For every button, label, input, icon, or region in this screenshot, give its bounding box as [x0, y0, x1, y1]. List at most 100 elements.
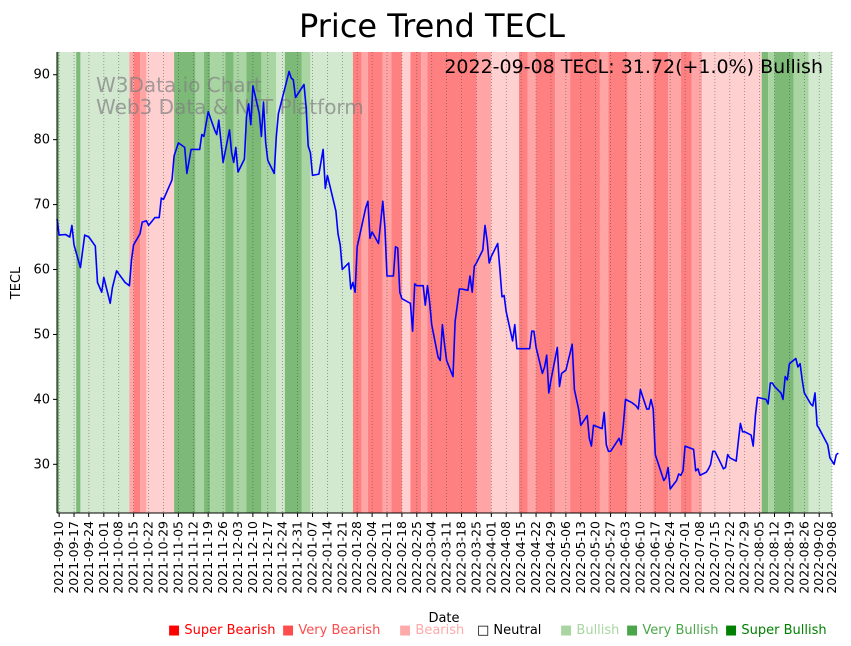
- x-tick-label: 2021-10-01: [96, 521, 111, 594]
- regime-band: [146, 52, 175, 513]
- legend-entry: ■ Bullish: [560, 623, 619, 638]
- x-tick-label: 2022-02-18: [394, 521, 409, 594]
- regime-band: [680, 52, 692, 513]
- x-tick-label: 2022-06-03: [617, 521, 632, 594]
- price-annotation: 2022-09-08 TECL: 31.72(+1.0%) Bullish: [444, 56, 823, 78]
- regime-band: [367, 52, 383, 513]
- regime-band: [261, 52, 277, 513]
- regime-band: [491, 52, 520, 513]
- regime-band: [608, 52, 628, 513]
- regime-band: [210, 52, 226, 513]
- regime-bands: [57, 52, 832, 513]
- x-tick-label: 2021-12-10: [245, 521, 260, 594]
- watermark-line-1: W3Data.io Chart: [96, 73, 262, 97]
- x-tick-label: 2022-04-15: [513, 521, 528, 594]
- regime-band: [76, 52, 81, 513]
- regime-band: [133, 52, 141, 513]
- x-tick-label: 2022-01-07: [304, 521, 319, 594]
- regime-band: [527, 52, 537, 513]
- regime-band: [768, 52, 775, 513]
- regime-band: [519, 52, 528, 513]
- legend-entry: □ Neutral: [477, 623, 541, 638]
- y-tick-label: 70: [33, 198, 50, 213]
- legend-entry: ■ Very Bullish: [626, 623, 718, 638]
- regime-band: [536, 52, 556, 513]
- y-tick-label: 90: [33, 68, 50, 83]
- x-tick-label: 2022-01-28: [349, 521, 364, 594]
- regime-band: [391, 52, 402, 513]
- x-tick-label: 2022-06-17: [647, 521, 662, 594]
- x-tick-label: 2022-03-25: [468, 521, 483, 594]
- x-tick-label: 2021-11-05: [170, 521, 185, 594]
- x-tick-label: 2022-07-15: [707, 521, 722, 594]
- x-tick-label: 2022-07-22: [722, 521, 737, 594]
- regime-band: [276, 52, 285, 513]
- x-tick-label: 2022-08-26: [796, 521, 811, 594]
- legend: ■ Super Bearish ■ Very Bearish ■ Bearish □ …: [168, 623, 827, 638]
- regime-band: [140, 52, 147, 513]
- regime-band: [570, 52, 600, 513]
- regime-band: [691, 52, 703, 513]
- regime-band: [233, 52, 247, 513]
- x-tick-label: 2022-01-21: [334, 521, 349, 594]
- x-tick-label: 2022-07-01: [677, 521, 692, 594]
- regime-band: [195, 52, 204, 513]
- regime-band: [401, 52, 411, 513]
- x-tick-label: 2022-01-14: [319, 521, 334, 594]
- x-tick-label: 2022-02-25: [409, 521, 424, 594]
- regime-band: [382, 52, 392, 513]
- watermark: W3Data.io Chart Web3 Data & NFT Platform: [96, 73, 364, 119]
- axes: 30 40 50 60 70 80 90 2021-09-10 2021-09-17 2021-0…: [33, 52, 839, 594]
- legend-entry: ■ Bearish: [399, 623, 464, 638]
- y-axis-label: TECL: [9, 266, 24, 300]
- chart-title: Price Trend TECL: [299, 7, 565, 45]
- regime-band: [653, 52, 669, 513]
- x-tick-label: 2022-07-08: [692, 521, 707, 594]
- x-tick-label: 2022-08-05: [752, 521, 767, 594]
- y-tick-label: 80: [33, 133, 50, 148]
- x-tick-label: 2021-12-31: [290, 521, 305, 594]
- regime-band: [761, 52, 769, 513]
- x-tick-label: 2021-09-17: [66, 521, 81, 594]
- x-tick-label: 2022-02-04: [364, 521, 379, 594]
- y-tick-label: 30: [33, 457, 50, 472]
- regime-band: [203, 52, 211, 513]
- regime-band: [57, 52, 60, 513]
- legend-entry: ■ Super Bullish: [725, 623, 827, 638]
- x-tick-label: 2022-08-19: [781, 521, 796, 594]
- regime-band: [668, 52, 681, 513]
- regime-band: [352, 52, 362, 513]
- legend-entry: ■ Very Bearish: [282, 623, 380, 638]
- x-tick-label: 2021-10-29: [155, 521, 170, 594]
- x-tick-label: 2022-04-29: [543, 521, 558, 594]
- x-tick-label: 2021-11-26: [215, 521, 230, 594]
- regime-band: [246, 52, 262, 513]
- x-tick-label: 2022-04-01: [483, 521, 498, 594]
- x-tick-label: 2021-12-24: [275, 521, 290, 594]
- x-tick-label: 2021-09-10: [51, 521, 66, 594]
- regime-band: [410, 52, 422, 513]
- price-series-line: [56, 70, 839, 490]
- legend-entry: ■ Super Bearish: [168, 623, 276, 638]
- x-tick-label: 2022-07-29: [737, 521, 752, 594]
- x-tick-label: 2022-03-11: [439, 521, 454, 594]
- regime-band: [301, 52, 311, 513]
- regime-band: [555, 52, 571, 513]
- regime-band: [793, 52, 809, 513]
- x-tick-label: 2021-11-19: [200, 521, 215, 594]
- regime-band: [476, 52, 492, 513]
- regime-band: [599, 52, 609, 513]
- x-tick-label: 2022-05-27: [603, 521, 618, 594]
- regime-band: [59, 52, 77, 513]
- x-tick-label: 2022-05-06: [558, 521, 573, 594]
- y-tick-label: 60: [33, 263, 50, 278]
- x-grid: [58, 52, 833, 513]
- regime-band: [129, 52, 134, 513]
- x-tick-label: 2021-10-15: [126, 521, 141, 594]
- regime-band: [774, 52, 794, 513]
- regime-band: [225, 52, 234, 513]
- x-tick-label: 2021-12-17: [260, 521, 275, 594]
- x-tick-label: 2021-10-22: [141, 521, 156, 594]
- x-tick-label: 2022-03-18: [454, 521, 469, 594]
